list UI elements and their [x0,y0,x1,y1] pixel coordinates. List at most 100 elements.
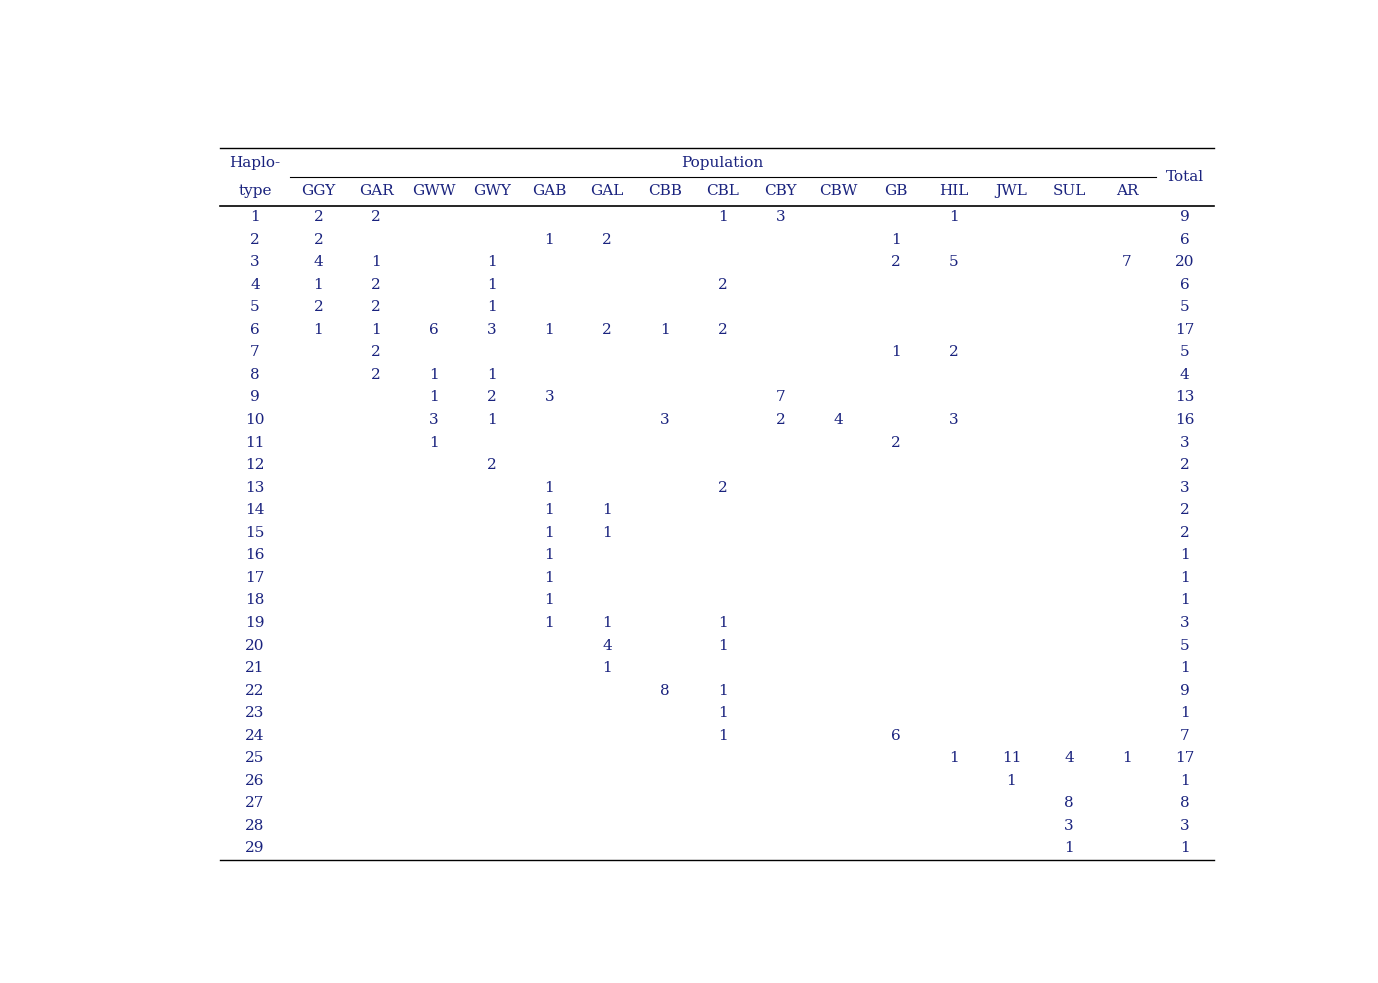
Text: 2: 2 [949,345,959,360]
Text: 4: 4 [1180,368,1189,381]
Text: GAL: GAL [591,185,624,199]
Text: CBB: CBB [648,185,682,199]
Text: CBL: CBL [707,185,739,199]
Text: 2: 2 [718,481,728,494]
Text: 1: 1 [718,728,728,743]
Text: 1: 1 [544,233,554,247]
Text: 2: 2 [249,233,260,247]
Text: 7: 7 [1122,256,1131,269]
Text: 2: 2 [371,210,382,224]
Text: 3: 3 [486,322,496,337]
Text: type: type [238,185,271,199]
Text: 1: 1 [602,503,612,517]
Text: 1: 1 [544,322,554,337]
Text: 28: 28 [245,819,265,833]
Text: 4: 4 [1064,751,1073,765]
Text: 12: 12 [245,458,265,472]
Text: 3: 3 [776,210,785,224]
Text: 1: 1 [892,345,901,360]
Text: 1: 1 [371,322,382,337]
Text: GWY: GWY [473,185,511,199]
Text: 11: 11 [245,435,265,449]
Text: 3: 3 [251,256,260,269]
Text: 8: 8 [1064,796,1073,810]
Text: 1: 1 [1180,841,1189,855]
Text: 16: 16 [245,549,265,562]
Text: 6: 6 [249,322,260,337]
Text: 2: 2 [892,435,901,449]
Text: 2: 2 [314,300,324,315]
Text: 7: 7 [251,345,260,360]
Text: 1: 1 [371,256,382,269]
Text: 17: 17 [1175,751,1195,765]
Text: 10: 10 [245,413,265,427]
Text: 17: 17 [245,571,265,585]
Text: 1: 1 [1180,549,1189,562]
Text: 1: 1 [1180,774,1189,787]
Text: 7: 7 [776,390,785,404]
Text: 1: 1 [544,526,554,540]
Text: 1: 1 [949,751,959,765]
Text: 1: 1 [429,368,438,381]
Text: 18: 18 [245,594,265,607]
Text: GB: GB [885,185,908,199]
Text: 1: 1 [602,526,612,540]
Text: 23: 23 [245,706,265,721]
Text: AR: AR [1116,185,1138,199]
Text: 1: 1 [314,277,324,292]
Text: 1: 1 [718,706,728,721]
Text: 1: 1 [1180,706,1189,721]
Text: 14: 14 [245,503,265,517]
Text: 1: 1 [718,210,728,224]
Text: 1: 1 [544,549,554,562]
Text: 1: 1 [544,594,554,607]
Text: 9: 9 [1180,683,1189,698]
Text: 16: 16 [1175,413,1195,427]
Text: 1: 1 [602,661,612,675]
Text: 5: 5 [1180,300,1189,315]
Text: CBW: CBW [819,185,857,199]
Text: 17: 17 [1175,322,1195,337]
Text: 13: 13 [245,481,265,494]
Text: 3: 3 [1180,819,1189,833]
Text: 1: 1 [486,277,496,292]
Text: 2: 2 [371,368,382,381]
Text: 2: 2 [1180,503,1189,517]
Text: 1: 1 [718,639,728,653]
Text: 3: 3 [429,413,438,427]
Text: 19: 19 [245,616,265,630]
Text: 13: 13 [1175,390,1195,404]
Text: 1: 1 [660,322,670,337]
Text: 21: 21 [245,661,265,675]
Text: 2: 2 [314,233,324,247]
Text: 3: 3 [660,413,670,427]
Text: 4: 4 [834,413,843,427]
Text: GGY: GGY [302,185,336,199]
Text: 2: 2 [371,300,382,315]
Text: 8: 8 [660,683,670,698]
Text: 5: 5 [1180,639,1189,653]
Text: 1: 1 [544,571,554,585]
Text: 27: 27 [245,796,265,810]
Text: 1: 1 [892,233,901,247]
Text: 1: 1 [1180,661,1189,675]
Text: Population: Population [682,155,763,170]
Text: 25: 25 [245,751,265,765]
Text: 1: 1 [314,322,324,337]
Text: 26: 26 [245,774,265,787]
Text: JWL: JWL [995,185,1028,199]
Text: CBY: CBY [765,185,796,199]
Text: 1: 1 [486,300,496,315]
Text: 20: 20 [245,639,265,653]
Text: 3: 3 [1064,819,1073,833]
Text: 2: 2 [718,322,728,337]
Text: 2: 2 [718,277,728,292]
Text: 4: 4 [602,639,612,653]
Text: 20: 20 [1175,256,1195,269]
Text: 5: 5 [251,300,260,315]
Text: 11: 11 [1002,751,1021,765]
Text: 2: 2 [602,233,612,247]
Text: 9: 9 [1180,210,1189,224]
Text: 2: 2 [486,458,496,472]
Text: 1: 1 [429,435,438,449]
